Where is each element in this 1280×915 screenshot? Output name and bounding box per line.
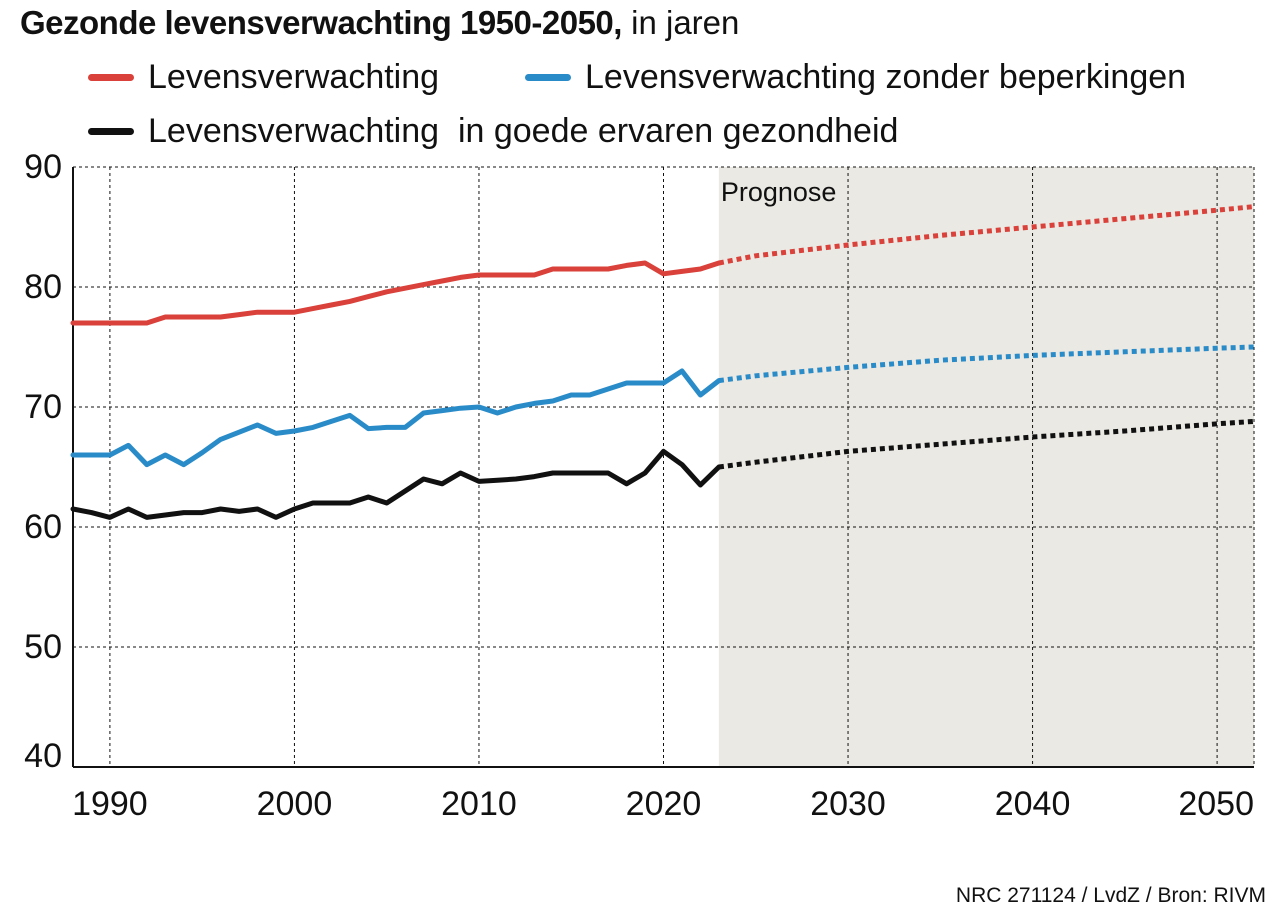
- series-line-observed-1: [70, 368, 722, 468]
- legend-swatch-red: [88, 74, 134, 81]
- legend-label: Levensverwachting: [148, 58, 440, 96]
- x-tick-label: 1990: [72, 785, 148, 823]
- x-tick-label: 2030: [810, 785, 886, 823]
- y-tick-label: 60: [24, 508, 62, 546]
- legend-item-good-health: Levensverwachting in goede ervaren gezon…: [88, 112, 898, 151]
- forecast-label: Prognose: [721, 177, 837, 207]
- x-tick-label: 2020: [626, 785, 702, 823]
- chart-title-unit: in jaren: [631, 4, 740, 41]
- legend-item-life-expectancy: Levensverwachting: [88, 58, 439, 97]
- series-line-observed-2: [70, 448, 722, 520]
- x-tick-label: 2000: [257, 785, 333, 823]
- forecast-region: [718, 167, 1254, 767]
- legend-label: Levensverwachting zonder beperkingen: [585, 58, 1187, 96]
- y-tick-label: 70: [24, 388, 62, 426]
- source-note: NRC 271124 / LvdZ / Bron: RIVM: [955, 884, 1266, 907]
- x-tick-label: 2040: [995, 785, 1071, 823]
- y-tick-label: 90: [24, 148, 62, 186]
- legend-swatch-black: [88, 128, 134, 135]
- x-tick-label: 2010: [441, 785, 517, 823]
- y-tick-label: 50: [24, 628, 62, 666]
- chart-title: Gezonde levensverwachting 1950-2050, in …: [20, 4, 739, 42]
- legend-label: Levensverwachting in goede ervaren gezon…: [148, 112, 899, 150]
- line-chart: Prognose 40 50 60 70 80 90 1990 2000 2010 2020 2030…: [24, 148, 1255, 823]
- chart-title-main: Gezonde levensverwachting 1950-2050,: [20, 4, 622, 41]
- y-tick-label: 80: [24, 268, 62, 306]
- y-tick-label: 40: [24, 737, 62, 775]
- legend-item-without-limitations: Levensverwachting zonder beperkingen: [525, 58, 1186, 97]
- legend-swatch-blue: [525, 74, 571, 81]
- series-line-observed-0: [70, 260, 722, 326]
- x-tick-label: 2050: [1178, 785, 1254, 823]
